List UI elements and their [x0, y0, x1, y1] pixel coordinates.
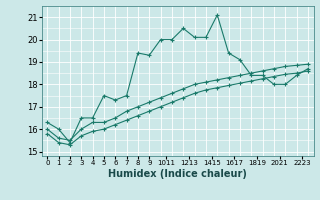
X-axis label: Humidex (Indice chaleur): Humidex (Indice chaleur) — [108, 169, 247, 179]
